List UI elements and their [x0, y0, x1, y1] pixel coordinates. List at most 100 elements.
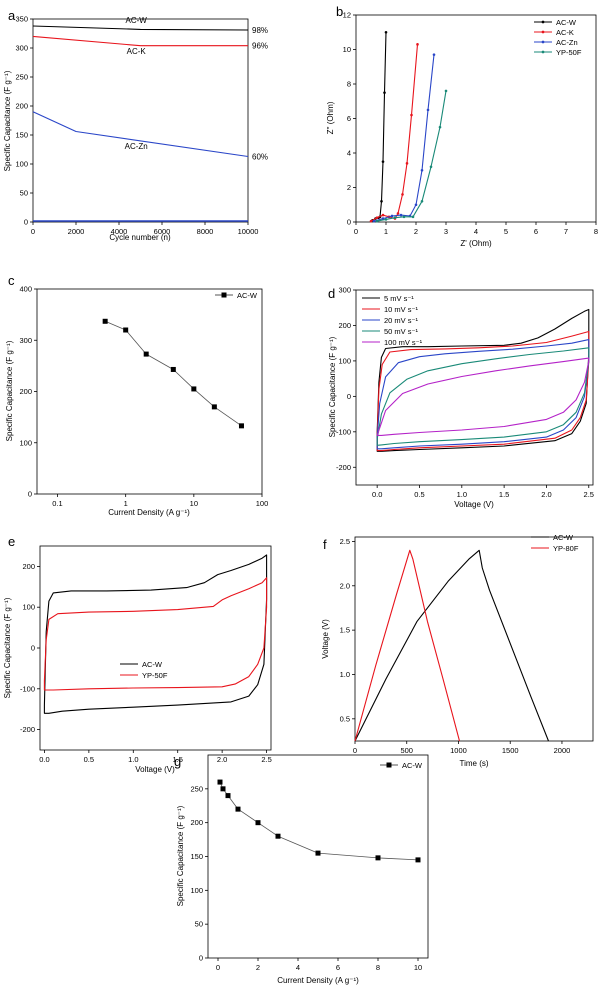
x-tick-label: 0.0 — [372, 490, 382, 499]
y-tick-label: 200 — [22, 562, 35, 571]
x-tick-label: 0 — [354, 227, 358, 236]
x-axis-label: Current Density (A g⁻¹) — [108, 508, 190, 517]
data-point — [381, 217, 385, 220]
data-point — [170, 366, 176, 372]
y-tick-label: -100 — [20, 684, 35, 693]
x-tick-label: 8 — [594, 227, 598, 236]
series-line-20-mv-s- — [376, 339, 590, 450]
legend-label: AC-W — [553, 533, 574, 542]
x-tick-label: 0.5 — [84, 755, 94, 764]
panel-label: d — [328, 286, 335, 301]
data-point — [375, 216, 379, 219]
data-point — [426, 108, 430, 112]
series-line-ac-w — [32, 25, 249, 31]
y-tick-label: -100 — [336, 427, 351, 436]
x-tick-label: 6 — [534, 227, 538, 236]
data-point — [390, 214, 394, 218]
panel-e: e 0.0 0.5 1.0 1.5 2.0 2.5 -200 -100 0 100 200 Voltag… — [3, 534, 272, 774]
series-line-ac-w — [219, 781, 419, 861]
x-tick-label: 0 — [216, 963, 220, 972]
x-tick-label: 2.5 — [584, 490, 594, 499]
series-line-ac-w — [105, 320, 242, 427]
y-tick-label: -200 — [336, 463, 351, 472]
series-line-ac-w — [354, 549, 550, 742]
x-tick-label: 10 — [190, 499, 198, 508]
legend: AC-W YP-80F — [531, 533, 579, 553]
y-tick-label: 300 — [15, 44, 28, 53]
series-line-yp-50f — [43, 577, 268, 691]
y-tick-label: -200 — [20, 725, 35, 734]
y-axis-label: Specific Capacitance (F g⁻¹) — [328, 336, 337, 437]
panel-label: e — [8, 534, 15, 549]
panel-f: f 0 500 1000 1500 2000 0.5 1.0 1.5 2.0 2.5 Time (s)… — [321, 533, 594, 768]
y-tick-label: 2.5 — [340, 537, 350, 546]
y-tick-label: 250 — [15, 73, 28, 82]
plot-frame — [39, 545, 272, 751]
data-point — [380, 200, 383, 203]
x-tick-label: 0 — [353, 746, 357, 755]
data-point — [191, 386, 197, 392]
panel-d: d 0.0 0.5 1.0 1.5 2.0 2.5 -200 -100 0 100 200 300 Vol… — [328, 286, 594, 510]
y-tick-label: 0 — [31, 644, 35, 653]
data-point — [416, 43, 419, 46]
x-tick-label: 0 — [31, 227, 35, 236]
panel-c: c 0.1 1 10 100 0 100 200 300 400 Current Density (… — [5, 273, 268, 517]
legend-label: 10 mV s⁻¹ — [384, 305, 418, 314]
x-tick-label: 4 — [474, 227, 478, 236]
series-annotation: AC-W — [126, 16, 148, 25]
legend: AC-W — [380, 761, 423, 770]
plot-frame — [36, 288, 263, 495]
data-point — [217, 779, 223, 785]
x-tick-label: 1 — [124, 499, 128, 508]
x-tick-label: 1.5 — [499, 490, 509, 499]
data-point — [396, 212, 400, 215]
legend-marker — [221, 292, 227, 298]
y-tick-label: 50 — [20, 189, 28, 198]
y-tick-label: 300 — [338, 286, 351, 295]
x-axis-label: Time (s) — [459, 759, 488, 768]
series-end-label: 96% — [252, 42, 268, 51]
y-tick-label: 150 — [15, 131, 28, 140]
y-tick-label: 0 — [347, 392, 351, 401]
data-point — [143, 351, 149, 357]
x-tick-label: 6000 — [154, 227, 171, 236]
y-tick-label: 100 — [338, 356, 351, 365]
data-point — [411, 215, 415, 219]
legend-label: YP-50F — [142, 671, 168, 680]
x-tick-label: 2000 — [68, 227, 85, 236]
y-tick-label: 2 — [347, 183, 351, 192]
x-axis-label: Voltage (V) — [454, 500, 494, 509]
y-tick-label: 6 — [347, 114, 351, 123]
x-tick-label: 7 — [564, 227, 568, 236]
x-tick-label: 10 — [414, 963, 422, 972]
legend-label: 50 mV s⁻¹ — [384, 327, 418, 336]
data-point — [384, 30, 388, 34]
y-tick-label: 100 — [15, 160, 28, 169]
data-point — [381, 160, 385, 163]
y-tick-label: 50 — [195, 920, 203, 929]
y-tick-label: 400 — [19, 285, 32, 294]
plot-frame — [355, 289, 594, 486]
x-tick-label: 1 — [384, 227, 388, 236]
data-point — [401, 193, 404, 196]
y-axis-label: Specific Capacitance (F g⁻¹) — [3, 70, 12, 171]
series-line-ac-k — [370, 44, 419, 222]
legend: AC-W — [215, 291, 258, 300]
x-tick-label: 8000 — [197, 227, 214, 236]
data-point — [384, 218, 388, 221]
x-axis-label: Voltage (V) — [135, 765, 175, 774]
legend-label: YP-80F — [553, 544, 579, 553]
x-tick-label: 8 — [376, 963, 380, 972]
plot-frame — [354, 536, 594, 742]
data-point — [238, 423, 244, 429]
x-tick-label: 100 — [256, 499, 269, 508]
y-tick-label: 200 — [190, 818, 203, 827]
data-point — [381, 213, 385, 217]
data-point — [420, 200, 424, 203]
x-tick-label: 2 — [256, 963, 260, 972]
data-point — [410, 113, 413, 117]
legend-label: 100 mV s⁻¹ — [384, 338, 423, 347]
series-annotation: AC-Zn — [125, 142, 148, 151]
